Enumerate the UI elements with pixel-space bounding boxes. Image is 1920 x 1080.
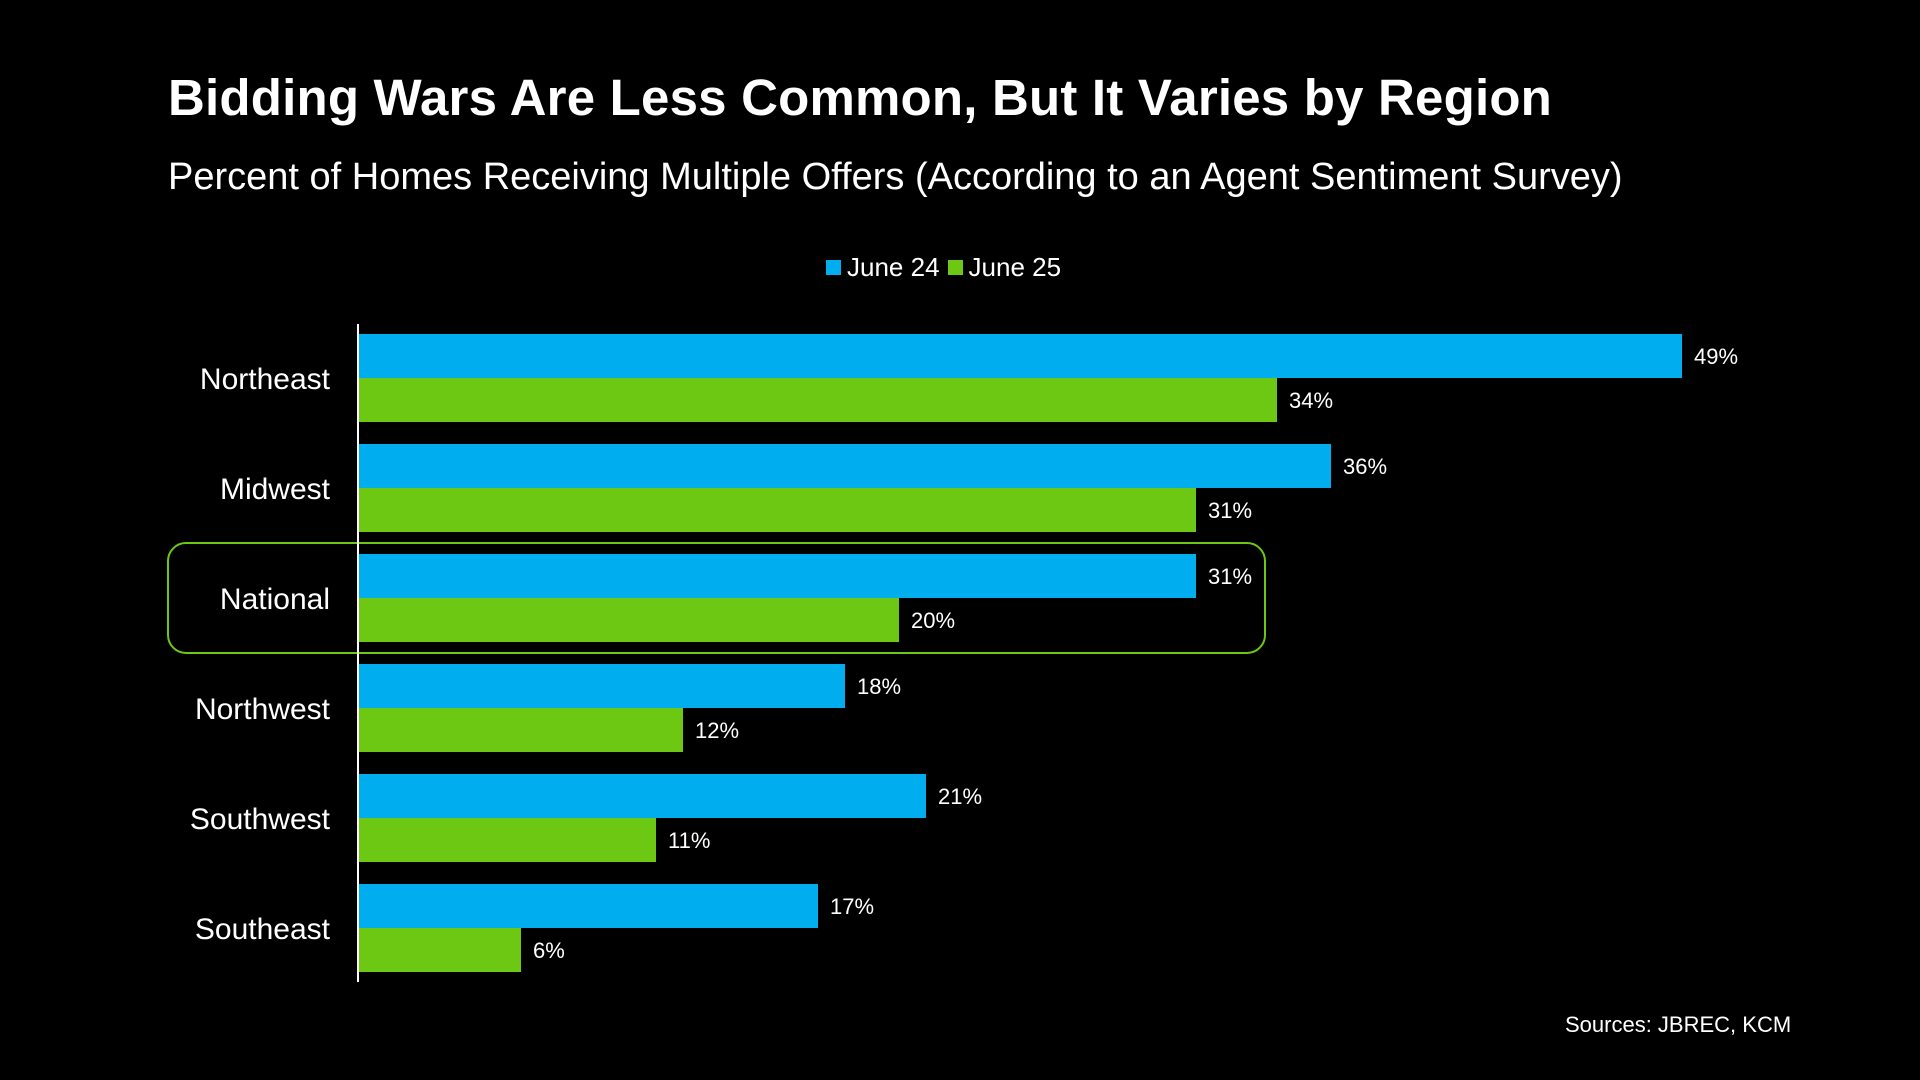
bar-midwest-june-24 [359, 444, 1331, 488]
category-label-southeast: Southeast [195, 913, 331, 946]
category-label-northeast: Northeast [200, 363, 331, 396]
chart-subtitle: Percent of Homes Receiving Multiple Offe… [168, 156, 1623, 198]
data-label-northwest-june-24: 18% [857, 674, 901, 699]
data-label-northwest-june-25: 12% [695, 718, 739, 743]
bar-southwest-june-24 [359, 774, 926, 818]
data-label-northeast-june-24: 49% [1694, 344, 1738, 369]
legend-item-june-24: June 24 [826, 252, 940, 283]
data-label-midwest-june-25: 31% [1208, 498, 1252, 523]
legend-label-june-24: June 24 [847, 251, 940, 282]
bar-national-june-25 [359, 598, 899, 642]
chart-title: Bidding Wars Are Less Common, But It Var… [168, 69, 1553, 126]
bar-national-june-24 [359, 554, 1196, 598]
bar-southeast-june-25 [359, 928, 521, 972]
data-label-southeast-june-24: 17% [830, 894, 874, 919]
data-label-national-june-24: 31% [1208, 564, 1252, 589]
bar-northwest-june-25 [359, 708, 683, 752]
category-label-southwest: Southwest [190, 803, 331, 836]
category-label-midwest: Midwest [220, 473, 331, 506]
bar-northwest-june-24 [359, 664, 845, 708]
legend-swatch-june-24 [826, 259, 841, 275]
highlight-box-national [167, 542, 1266, 654]
bar-southeast-june-24 [359, 884, 818, 928]
legend-label-june-25: June 25 [968, 251, 1062, 282]
data-label-northeast-june-25: 34% [1289, 388, 1333, 413]
data-label-national-june-25: 20% [911, 608, 955, 633]
data-label-southeast-june-25: 6% [533, 938, 565, 963]
data-label-southwest-june-24: 21% [938, 784, 982, 809]
legend: June 24 June 25 [826, 252, 1069, 282]
category-label-northwest: Northwest [195, 693, 331, 726]
bar-southwest-june-25 [359, 818, 656, 862]
data-label-southwest-june-25: 11% [668, 828, 710, 853]
source-note: Sources: JBREC, KCM [1565, 1012, 1792, 1037]
bar-northeast-june-24 [359, 334, 1682, 378]
legend-swatch-june-25 [947, 259, 963, 275]
legend-item-june-25: June 25 [947, 251, 1062, 283]
bar-midwest-june-25 [359, 488, 1196, 532]
data-label-midwest-june-24: 36% [1343, 454, 1387, 479]
bar-northeast-june-25 [359, 378, 1277, 422]
category-label-national: National [220, 583, 330, 616]
